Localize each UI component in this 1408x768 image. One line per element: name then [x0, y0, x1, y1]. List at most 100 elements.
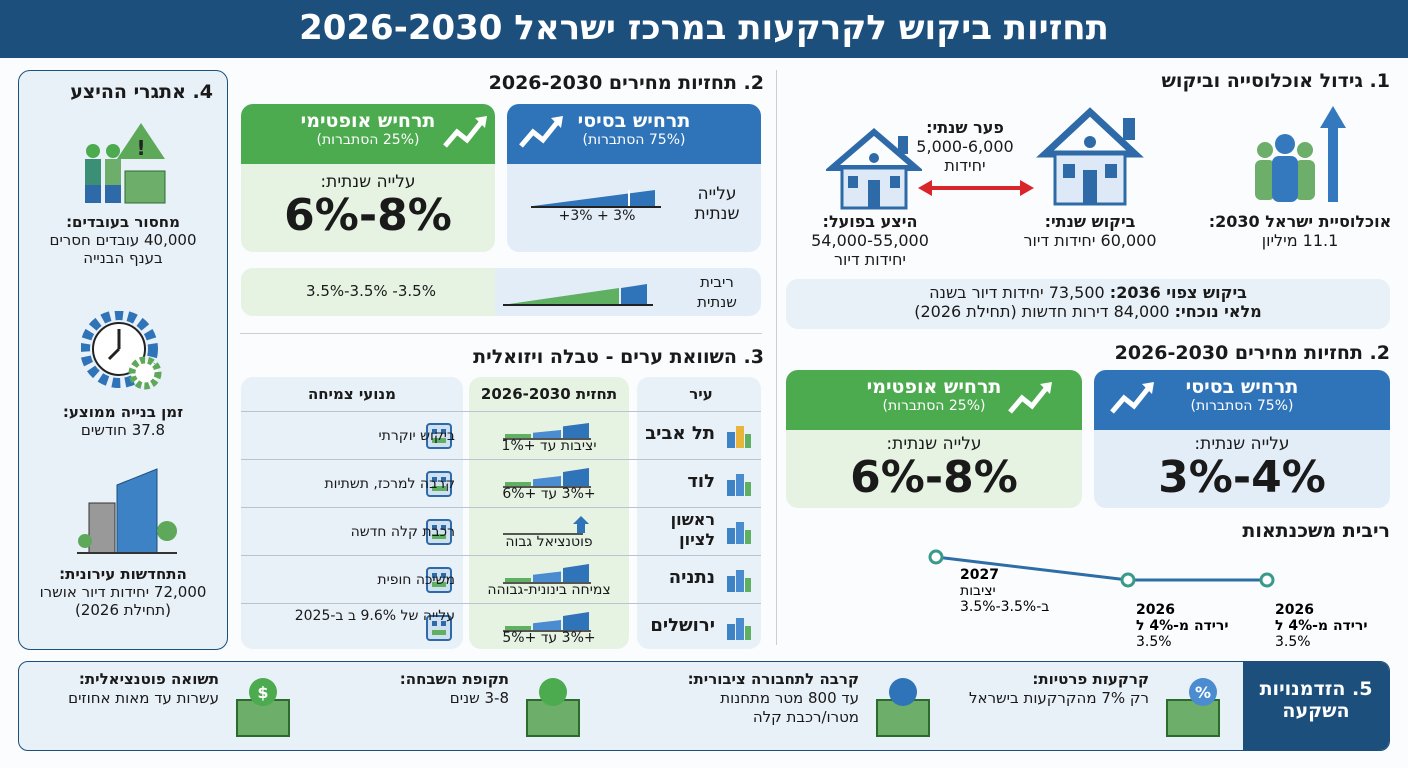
column-header-forecast: תחזית 2026-2030: [480, 385, 618, 403]
opportunity-value: רק 7% מהקרקעות בישראל: [969, 689, 1149, 707]
optimistic-scenario-card-mid: תרחיש אופטימי (25% הסתברות) עלייה שנתית: …: [241, 104, 495, 252]
interest-value: 3.5%-3.5% -3.5%: [306, 282, 436, 300]
gap-value: 5,000-6,000: [916, 137, 1014, 156]
mortgage-label-text: ירידה מ-4% ל: [1275, 618, 1367, 634]
people-growth-icon: [1255, 106, 1346, 202]
buildings-icon: [77, 468, 177, 554]
supply-unit: יחידות דיור: [833, 250, 906, 269]
interest-label: ריבית שנתית: [697, 273, 737, 311]
trains-icon: [876, 678, 930, 737]
section4-heading: 4. אתגרי ההיצע: [70, 81, 213, 103]
optimistic-value: 6%-8%: [850, 452, 1018, 503]
city-name: ראשון לציון: [670, 510, 715, 549]
column-header-city: עיר: [689, 385, 713, 403]
basic-prob: (75% הסתברות): [582, 132, 686, 148]
skyline-icon: [727, 426, 751, 448]
table-row: נתניה צמיחה בינונית-גבוהה משיכה חופית: [241, 555, 761, 603]
opportunity-item: % קרקעות פרטיות: רק 7% מהקרקעות בישראל: [949, 670, 1229, 746]
summary-2036-value: 73,500 יחידות דיור בשנה: [929, 283, 1105, 302]
interest-row: ריבית שנתית 3.5%-3.5% -3.5%: [241, 268, 761, 316]
mortgage-label-year: 2027: [960, 567, 999, 583]
opportunity-item: $ תשואה פוטנציאלית: עשרות עד מאות אחוזים: [19, 670, 299, 746]
opportunity-label: קרבה לתחבורה ציבורית:: [687, 670, 859, 688]
population-value: 11.1 מיליון: [1261, 231, 1339, 250]
population-label: אוכלוסיית ישראל 2030:: [1208, 212, 1392, 231]
table-row: ראשון לציון פוטנציאל גבוה רכבת קלה חדשה: [241, 507, 761, 555]
mortgage-point: [1259, 572, 1275, 588]
jerusalem-icon: [727, 618, 751, 640]
demand-label: ביקוש שנתי:: [1044, 212, 1136, 231]
city-forecast: פוטנציאל גבוה: [505, 534, 593, 550]
gap-label: פער שנתי:: [926, 118, 1004, 137]
gap-arrow-icon: [918, 180, 1034, 196]
trend-up-icon: [1008, 382, 1052, 414]
forecast-bar-icon: [503, 423, 591, 440]
mortgage-label-year: 2026: [1275, 602, 1314, 618]
section2-right-heading: 2. תחזיות מחירים 2026-2030: [1114, 342, 1390, 364]
section2-mid-heading: 2. תחזיות מחירים 2026-2030: [488, 72, 764, 94]
summary-2036-label: ביקוש צפוי 2036:: [1109, 283, 1247, 302]
mortgage-label-text: יציבות: [960, 583, 996, 599]
worker-shortage-label: מחסור בעובדים:: [66, 213, 180, 231]
urban-renewal-value: 72,000 יחידות דיור אושרו (תחילת 2026): [39, 583, 207, 619]
optimistic-scenario-card: תרחיש אופטימי (25% הסתברות) עלייה שנתית: …: [786, 370, 1082, 508]
mortgage-label-year: 2026: [1136, 602, 1175, 618]
optimistic-title: תרחיש אופטימי: [300, 110, 436, 132]
city-name: תל אביב: [645, 423, 715, 444]
mortgage-point: [1120, 572, 1136, 588]
basic-label: עלייה שנתית:: [1194, 434, 1290, 454]
investment-opportunities-bar: 5. הזדמנויות השקעה % קרקעות פרטיות: רק 7%…: [18, 661, 1390, 751]
optimistic-prob: (25% הסתברות): [316, 132, 420, 148]
basic-label: עלייה שנתית: [694, 184, 740, 224]
basic-scenario-card: תרחיש בסיסי (75% הסתברות) עלייה שנתית: 3%…: [1094, 370, 1390, 508]
basic-value: 3%-4%: [1158, 452, 1326, 503]
growth-driver: ביקוש יוקרתי: [378, 428, 455, 444]
trend-up-icon: [519, 116, 563, 148]
svg-text:$: $: [257, 683, 268, 702]
forecast-bar-icon: [503, 564, 591, 584]
opportunity-item: קרבה לתחבורה ציבורית: עד 800 מטר מתחנות מ…: [659, 670, 939, 746]
clock-gear-icon: [81, 311, 162, 390]
coastal-city-icon: [727, 570, 751, 592]
plant-calendar-icon: [526, 678, 580, 737]
section3-heading: 3. השוואת ערים - טבלה ויזואלית: [473, 346, 764, 368]
growth-driver: משיכה חופית: [377, 572, 455, 588]
opportunity-item: תקופת השבחה: 3-8 שנים: [309, 670, 589, 746]
build-time-label: זמן בנייה ממוצע:: [62, 403, 184, 421]
table-row: לוד +3% עד +6% קרבה למרכז, תשתיות: [241, 459, 761, 507]
bar-chart-icon: [426, 615, 452, 641]
basic-title: תרחיש בסיסי: [1185, 376, 1299, 398]
basic-prob: (75% הסתברות): [1190, 398, 1294, 414]
optimistic-label: עלייה שנתית:: [886, 434, 982, 454]
highway-icon: [426, 471, 452, 497]
opportunity-label: תקופת השבחה:: [399, 670, 509, 688]
column-divider: [776, 70, 777, 645]
office-building-icon: [426, 423, 452, 449]
city-table: עיר תחזית 2026-2030 מנועי צמיחה תל אביב …: [241, 377, 761, 649]
mortgage-label-text: ירידה מ-4% ל: [1136, 618, 1228, 634]
table-row: תל אביב יציבות עד +1% ביקוש יוקרתי: [241, 411, 761, 459]
mortgage-heading: ריבית משכנתאות: [1242, 520, 1390, 542]
table-row: ירושלים +3% עד +5% עלייה של 9.6% ב ב-202…: [241, 603, 761, 651]
basic-bar-label: +3% + 3%: [558, 208, 636, 224]
city-name: לוד: [687, 471, 715, 492]
beach-icon: [426, 567, 452, 593]
growth-driver: קרבה למרכז, תשתיות: [324, 476, 455, 492]
house-icon: [826, 128, 922, 210]
optimistic-label: עלייה שנתית:: [320, 172, 416, 192]
opportunity-value: עד 800 מטר מתחנות מטרו/רכבת קלה: [720, 689, 859, 726]
growth-driver: עלייה של 9.6% ב ב-2025: [294, 608, 455, 624]
basic-scenario-card-mid: תרחיש בסיסי (75% הסתברות) עלייה שנתית +3%…: [507, 104, 761, 252]
forecast-bar-icon: [503, 516, 589, 535]
build-time-value: 37.8 חודשים: [80, 421, 166, 439]
mortgage-label-value: ב-3.5%-3.5%: [960, 599, 1049, 615]
growth-driver: רכבת קלה חדשה: [350, 524, 455, 540]
city-forecast: +3% עד +6%: [502, 486, 596, 502]
optimistic-title: תרחיש אופטימי: [866, 376, 1002, 398]
mortgage-label-value: 3.5%: [1275, 634, 1311, 650]
supply-challenges-panel: 4. אתגרי ההיצע ! מחסור בעובדים: 40,000 ע…: [18, 70, 228, 650]
city-name: נתניה: [668, 567, 715, 588]
land-percent-icon: %: [1166, 678, 1220, 737]
section1-heading: 1. גידול אוכלוסייה וביקוש: [1161, 70, 1390, 92]
urban-renewal-label: התחדשות עירונית:: [59, 565, 187, 583]
